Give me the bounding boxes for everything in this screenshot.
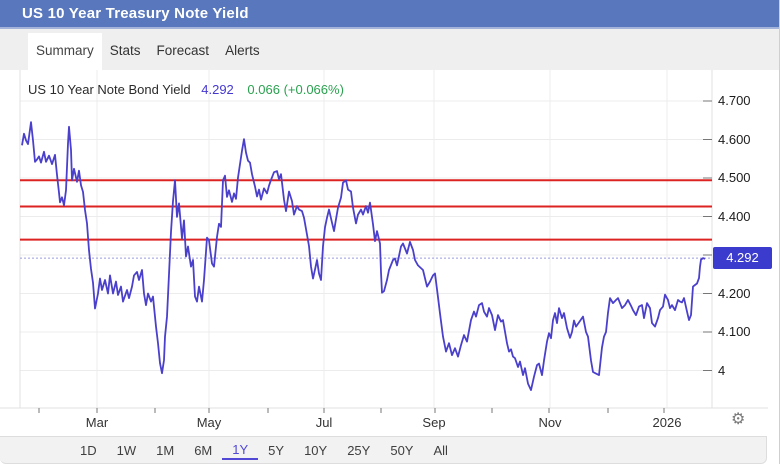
range-button-all[interactable]: All bbox=[433, 443, 448, 458]
range-button-1w[interactable]: 1W bbox=[116, 443, 137, 458]
range-button-10y[interactable]: 10Y bbox=[304, 443, 328, 458]
current-price-badge: 4.292 bbox=[713, 247, 772, 270]
tab-alerts[interactable]: Alerts bbox=[225, 43, 260, 58]
x-axis-label: May bbox=[196, 415, 222, 430]
tab-forecast[interactable]: Forecast bbox=[156, 43, 210, 58]
price-line-path bbox=[21, 121, 706, 391]
x-axis-label: Jul bbox=[315, 415, 333, 430]
range-button-1y[interactable]: 1Y bbox=[222, 440, 259, 460]
quote-header: US 10 Year Note Bond Yield 4.292 0.066 (… bbox=[28, 82, 344, 97]
x-axis-label: Nov bbox=[538, 415, 562, 430]
tab-summary[interactable]: Summary bbox=[28, 33, 102, 70]
y-axis-label: 4.600 bbox=[718, 131, 751, 147]
instrument-name: US 10 Year Note Bond Yield bbox=[28, 82, 191, 97]
range-button-6m[interactable]: 6M bbox=[194, 443, 213, 458]
settings-gear-icon[interactable]: ⚙ bbox=[731, 411, 746, 428]
x-axis-label: Sep bbox=[422, 415, 446, 430]
price-change: 0.066 (+0.066%) bbox=[247, 82, 344, 97]
x-axis-label: Mar bbox=[85, 415, 109, 430]
tab-stats[interactable]: Stats bbox=[109, 43, 141, 58]
price-chart[interactable] bbox=[0, 70, 780, 464]
last-price: 4.292 bbox=[201, 82, 234, 97]
range-button-1d[interactable]: 1D bbox=[80, 443, 97, 458]
y-axis-label: 4.200 bbox=[718, 285, 751, 301]
range-button-5y[interactable]: 5Y bbox=[268, 443, 285, 458]
range-button-25y[interactable]: 25Y bbox=[347, 443, 371, 458]
window-titlebar: US 10 Year Treasury Note Yield bbox=[0, 0, 779, 29]
y-axis-label: 4 bbox=[718, 362, 726, 378]
x-axis-label: 2026 bbox=[652, 415, 682, 430]
chart-panel: US 10 Year Note Bond Yield 4.292 0.066 (… bbox=[0, 70, 780, 464]
y-axis-label: 4.100 bbox=[718, 324, 751, 339]
y-axis-label: 4.500 bbox=[718, 170, 751, 185]
range-button-50y[interactable]: 50Y bbox=[390, 443, 414, 458]
window-title: US 10 Year Treasury Note Yield bbox=[22, 5, 249, 22]
range-button-1m[interactable]: 1M bbox=[156, 443, 175, 458]
tab-bar: Summary Stats Forecast Alerts bbox=[0, 29, 779, 70]
y-axis-label: 4.700 bbox=[718, 93, 751, 108]
y-axis-label: 4.400 bbox=[718, 208, 751, 224]
range-toolbar: 1D 1W 1M 6M 1Y 5Y 10Y 25Y 50Y All bbox=[0, 436, 767, 464]
